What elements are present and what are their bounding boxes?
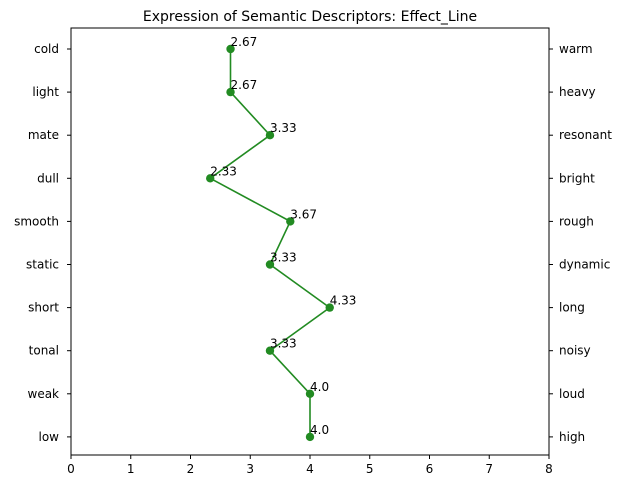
x-axis: 0 1 2 3 4 5 6 7 8 <box>67 455 553 476</box>
x-tick-label: 2 <box>187 462 195 476</box>
data-point <box>226 87 235 97</box>
data-label: 3.33 <box>270 251 297 265</box>
data-label: 4.0 <box>310 423 329 437</box>
left-tick-label: weak <box>28 387 60 401</box>
data-label: 2.33 <box>210 164 237 178</box>
x-tick-label: 1 <box>127 462 135 476</box>
data-label: 4.33 <box>330 294 357 308</box>
series-line <box>208 49 332 437</box>
x-tick-label: 0 <box>67 462 75 476</box>
left-tick-label: smooth <box>14 214 59 228</box>
right-tick-label: resonant <box>559 128 612 142</box>
right-tick-label: long <box>559 301 585 315</box>
data-point <box>305 432 315 442</box>
x-tick-label: 7 <box>485 462 493 476</box>
data-point <box>305 389 315 398</box>
left-tick-label: short <box>28 301 59 315</box>
data-label: 2.67 <box>231 35 258 49</box>
right-tick-label: noisy <box>559 344 591 358</box>
x-tick-label: 8 <box>545 462 553 476</box>
x-tick-label: 5 <box>366 462 374 476</box>
x-tick-label: 6 <box>426 462 434 476</box>
data-label: 3.33 <box>270 337 297 351</box>
right-tick-label: bright <box>559 171 595 185</box>
data-point <box>206 174 215 183</box>
right-axis: warm heavy resonant bright rough dynamic long n… <box>549 42 612 444</box>
chart-title: Expression of Semantic Descriptors: Effe… <box>143 9 477 25</box>
left-tick-label: dull <box>37 171 59 185</box>
right-tick-label: loud <box>559 387 585 401</box>
left-tick-label: light <box>32 85 59 99</box>
data-point <box>286 217 295 226</box>
data-point <box>325 303 334 312</box>
data-point <box>265 260 275 269</box>
data-label: 3.33 <box>270 121 297 135</box>
data-point <box>265 346 275 355</box>
data-point <box>226 44 235 54</box>
left-axis: cold light mate dull smooth static short tonal w… <box>14 42 71 444</box>
x-tick-label: 4 <box>306 462 314 476</box>
right-tick-label: dynamic <box>559 258 610 272</box>
left-tick-label: cold <box>34 42 59 56</box>
data-label: 3.67 <box>290 207 317 221</box>
right-tick-label: high <box>559 430 585 444</box>
right-tick-label: heavy <box>559 85 596 99</box>
left-tick-label: low <box>39 430 60 444</box>
data-label: 4.0 <box>310 380 329 394</box>
data-point <box>265 131 275 140</box>
data-label: 2.67 <box>231 78 258 92</box>
left-tick-label: mate <box>28 128 59 142</box>
left-tick-label: tonal <box>29 344 59 358</box>
series-effect-line: 2.67 2.67 3.33 2.33 3.67 3.33 4.33 3.33 4.0 4.0 <box>206 35 357 442</box>
left-tick-label: static <box>26 258 59 272</box>
right-tick-label: rough <box>559 214 594 228</box>
right-tick-label: warm <box>559 42 593 56</box>
x-tick-label: 3 <box>246 462 254 476</box>
